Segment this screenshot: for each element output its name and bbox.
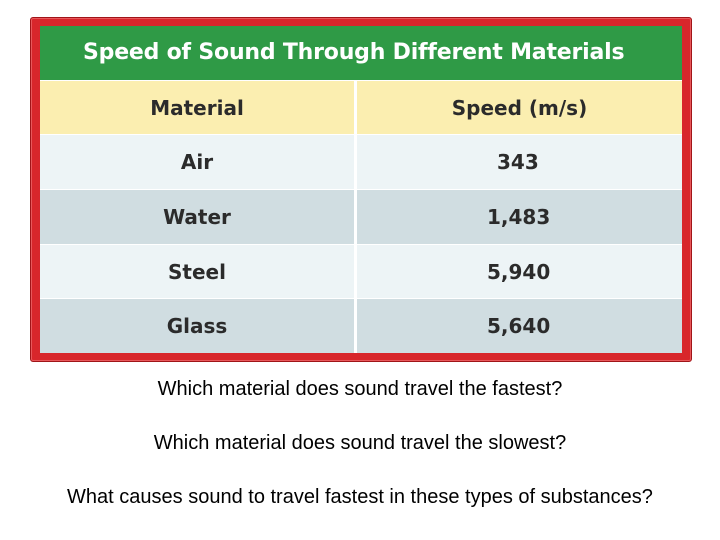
table-row: Steel 5,940 — [40, 243, 682, 299]
material-cell: Glass — [40, 299, 357, 354]
column-header-material: Material — [40, 80, 357, 135]
table-header-row: Material Speed (m/s) — [40, 79, 682, 135]
speed-cell: 5,940 — [357, 244, 682, 299]
question-slowest: Which material does sound travel the slo… — [153, 432, 567, 454]
speed-cell: 343 — [357, 135, 682, 190]
table-row: Air 343 — [40, 134, 682, 190]
table-row: Water 1,483 — [40, 189, 682, 244]
material-cell: Water — [40, 190, 357, 244]
speed-cell: 1,483 — [357, 190, 682, 244]
speed-cell: 5,640 — [357, 299, 682, 354]
table-row: Glass 5,640 — [40, 298, 682, 354]
speed-of-sound-table: Speed of Sound Through Different Materia… — [30, 17, 692, 362]
material-cell: Steel — [40, 244, 357, 299]
table-title: Speed of Sound Through Different Materia… — [40, 26, 682, 80]
table-body: Speed of Sound Through Different Materia… — [40, 26, 682, 354]
material-cell: Air — [40, 135, 357, 190]
question-fastest: Which material does sound travel the fas… — [157, 378, 563, 400]
question-cause: What causes sound to travel fastest in t… — [67, 486, 653, 508]
column-header-speed: Speed (m/s) — [357, 80, 682, 135]
